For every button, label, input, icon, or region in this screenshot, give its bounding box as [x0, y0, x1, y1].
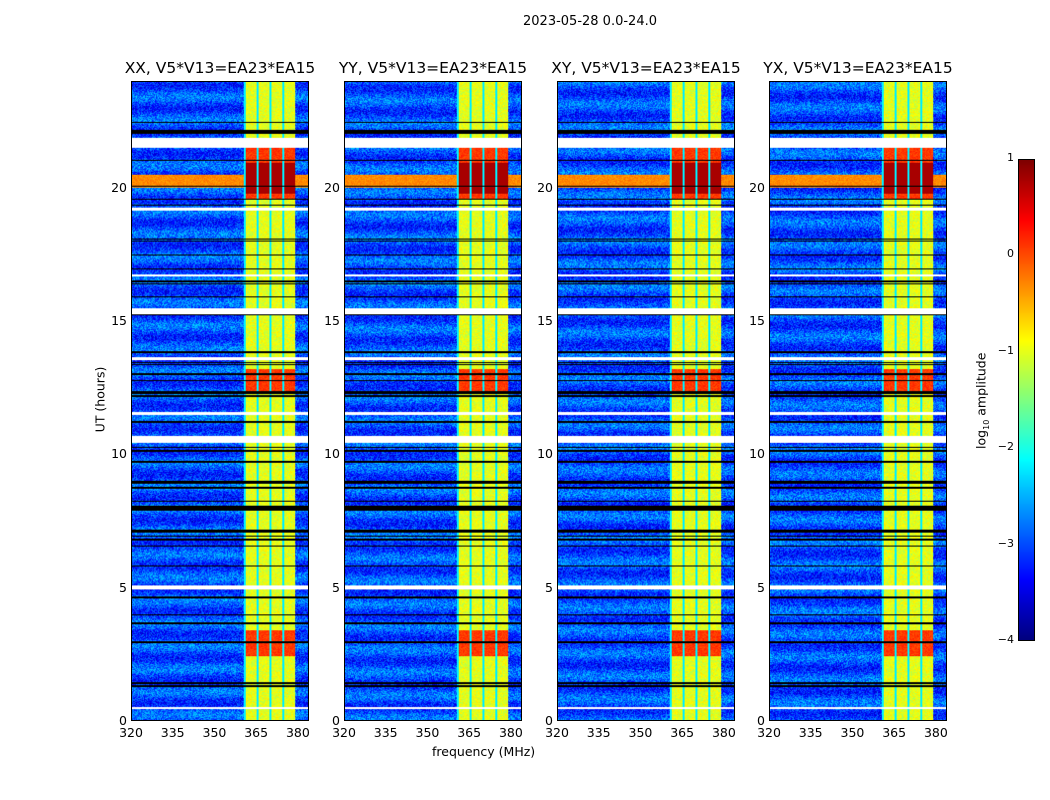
- x-tick-label: 320: [757, 725, 781, 740]
- x-tick-label: 380: [923, 725, 948, 740]
- heatmap-panel-yy: [344, 81, 522, 721]
- colorbar: [1018, 159, 1035, 641]
- y-tick-label: 10: [749, 446, 765, 462]
- colorbar-tick-label: −2: [997, 440, 1014, 454]
- y-tick-label: 15: [537, 313, 553, 328]
- y-tick-label: 10: [324, 446, 340, 462]
- y-tick-label: 5: [545, 579, 553, 595]
- colorbar-label: log10 amplitude: [973, 352, 991, 449]
- colorbar-tick-label: −3: [997, 536, 1014, 550]
- x-tick-label: 320: [545, 725, 569, 740]
- heatmap-panel-yx: [769, 81, 947, 721]
- x-tick-label: 350: [202, 725, 227, 740]
- y-tick-label: 15: [111, 313, 127, 328]
- x-tick-label: 380: [285, 725, 310, 740]
- y-tick-label: 0: [119, 713, 127, 728]
- panel-title: YX, V5*V13=EA23*EA15: [763, 59, 953, 77]
- x-tick-label: 335: [798, 725, 823, 740]
- y-tick-label: 5: [119, 579, 127, 595]
- colorbar-tick-label: 0: [1007, 247, 1014, 261]
- colorbar-tick-label: −1: [997, 343, 1014, 357]
- y-tick-label: 0: [545, 713, 553, 728]
- x-tick-label: 365: [670, 725, 695, 740]
- y-tick-label: 0: [757, 713, 765, 728]
- heatmap-panel-xx: [131, 81, 309, 721]
- x-tick-label: 365: [882, 725, 907, 740]
- panel-title: XY, V5*V13=EA23*EA15: [551, 59, 741, 77]
- y-tick-label: 20: [537, 179, 553, 195]
- colorbar-tick-label: −4: [997, 633, 1014, 646]
- panel-title: XX, V5*V13=EA23*EA15: [124, 59, 316, 77]
- figure-suptitle: 2023-05-28 0.0-24.0: [523, 14, 657, 29]
- y-tick-label: 20: [111, 179, 127, 195]
- y-axis-label: UT (hours): [92, 366, 108, 433]
- y-tick-label: 20: [749, 179, 765, 195]
- y-tick-label: 0: [332, 713, 340, 728]
- y-tick-label: 5: [332, 579, 340, 595]
- heatmap-panel-xy: [557, 81, 735, 721]
- x-tick-label: 365: [457, 725, 482, 740]
- panel-title: YY, V5*V13=EA23*EA15: [338, 59, 528, 77]
- x-tick-label: 320: [332, 725, 356, 740]
- y-tick-label: 20: [324, 179, 340, 195]
- colorbar-tick-label: 1: [1007, 151, 1014, 164]
- y-tick-label: 10: [111, 446, 127, 462]
- x-tick-label: 350: [415, 725, 440, 740]
- x-axis-label: frequency (MHz): [432, 744, 536, 759]
- x-tick-label: 335: [160, 725, 185, 740]
- x-tick-label: 365: [244, 725, 269, 740]
- x-tick-label: 350: [840, 725, 865, 740]
- x-tick-label: 335: [586, 725, 611, 740]
- y-tick-label: 10: [537, 446, 553, 462]
- x-tick-label: 335: [373, 725, 398, 740]
- x-tick-label: 320: [119, 725, 143, 740]
- x-tick-label: 350: [628, 725, 653, 740]
- y-tick-label: 5: [757, 579, 765, 595]
- y-tick-label: 15: [749, 313, 765, 328]
- x-tick-label: 380: [498, 725, 523, 740]
- x-tick-label: 380: [711, 725, 736, 740]
- y-tick-label: 15: [324, 313, 340, 328]
